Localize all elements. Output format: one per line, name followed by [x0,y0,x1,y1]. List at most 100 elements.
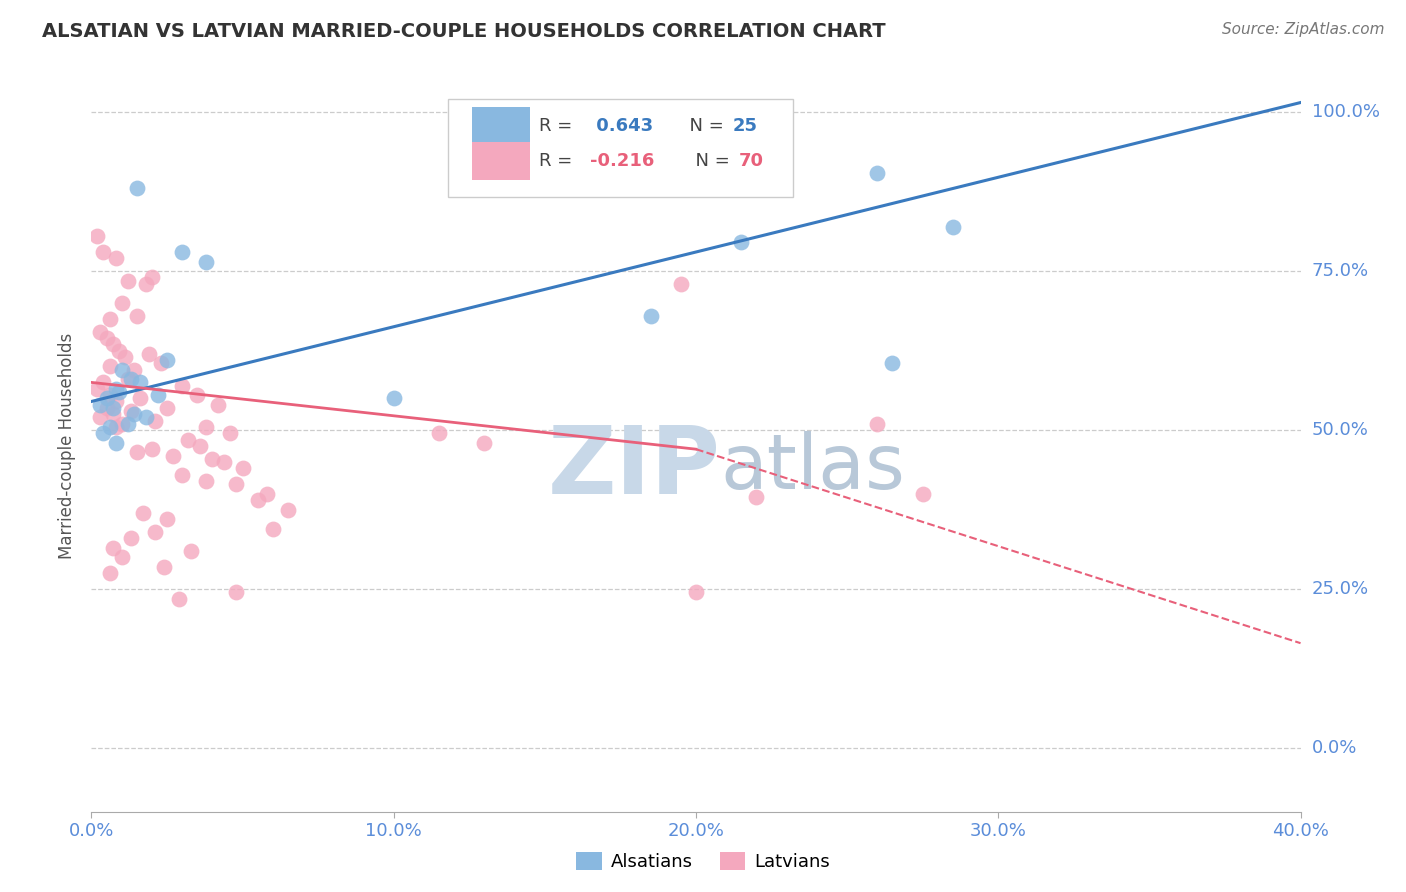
Point [195,420,218,434]
Text: 50.0%: 50.0% [1312,421,1368,439]
Point [172,378,194,392]
Point [98,359,121,374]
Point [98,566,121,581]
Point [201,451,224,466]
Point [111,296,132,310]
Point [104,252,127,266]
Point [122,407,145,421]
Point [153,559,176,574]
Point [669,277,692,291]
Point [120,531,142,545]
Point [98,311,121,326]
Point [122,362,145,376]
Point [101,407,124,421]
Point [730,235,752,250]
FancyBboxPatch shape [472,107,530,145]
Point [186,388,208,402]
Point [143,524,166,539]
Text: Source: ZipAtlas.com: Source: ZipAtlas.com [1222,22,1385,37]
Text: 70: 70 [738,152,763,169]
Text: 25.0%: 25.0% [1312,580,1369,599]
Point [146,388,169,402]
Point [138,347,160,361]
Point [132,506,155,520]
Point [104,382,127,396]
Point [96,392,118,406]
Point [101,401,124,415]
Point [89,410,111,425]
Text: 25: 25 [733,118,758,136]
Point [107,343,129,358]
Point [162,449,184,463]
Text: atlas: atlas [720,431,905,505]
Point [172,245,194,260]
Point [685,585,707,599]
Text: R =: R = [538,118,578,136]
Point [125,181,148,195]
Point [89,325,111,339]
Point [427,426,450,441]
Point [86,229,108,244]
Y-axis label: Married-couple Households: Married-couple Households [58,333,76,559]
FancyBboxPatch shape [449,99,793,197]
Point [104,420,127,434]
Point [219,426,242,441]
Point [101,337,124,351]
Point [111,550,132,565]
Point [120,404,142,418]
Point [277,502,299,516]
Point [120,372,142,386]
Point [882,356,904,370]
Text: 100.0%: 100.0% [1312,103,1379,121]
Point [195,474,218,488]
Point [86,382,108,396]
Point [156,401,179,415]
Point [128,376,150,390]
Text: 75.0%: 75.0% [1312,262,1369,280]
Point [141,270,163,285]
Point [172,467,194,482]
Point [745,490,768,504]
FancyBboxPatch shape [472,142,530,180]
Text: 0.643: 0.643 [589,118,652,136]
Point [125,309,148,323]
Text: N =: N = [678,118,730,136]
Point [231,461,253,475]
Point [866,417,889,431]
Text: -0.216: -0.216 [589,152,654,169]
Point [117,417,139,431]
Point [156,353,179,368]
Point [256,486,278,500]
Point [143,413,166,427]
Point [195,254,218,268]
Point [942,219,965,234]
Point [225,477,247,491]
Point [207,398,229,412]
Point [107,384,129,399]
Text: ALSATIAN VS LATVIAN MARRIED-COUPLE HOUSEHOLDS CORRELATION CHART: ALSATIAN VS LATVIAN MARRIED-COUPLE HOUSE… [42,22,886,41]
Point [141,442,163,457]
Point [246,493,269,508]
Point [98,388,121,402]
Point [101,541,124,555]
Point [111,362,132,376]
Point [135,410,157,425]
Point [180,544,202,558]
Point [104,435,127,450]
Legend: Alsatians, Latvians: Alsatians, Latvians [569,845,837,879]
Text: R =: R = [538,152,578,169]
Text: ZIP: ZIP [547,422,720,514]
Point [93,376,115,390]
Text: N =: N = [683,152,735,169]
Point [93,426,115,441]
Point [911,486,934,500]
Text: 0.0%: 0.0% [1312,739,1357,757]
Point [114,350,136,364]
Point [125,445,148,459]
Point [156,512,179,526]
Point [117,372,139,386]
Point [93,245,115,260]
Point [214,455,236,469]
Point [128,392,150,406]
Point [104,394,127,409]
